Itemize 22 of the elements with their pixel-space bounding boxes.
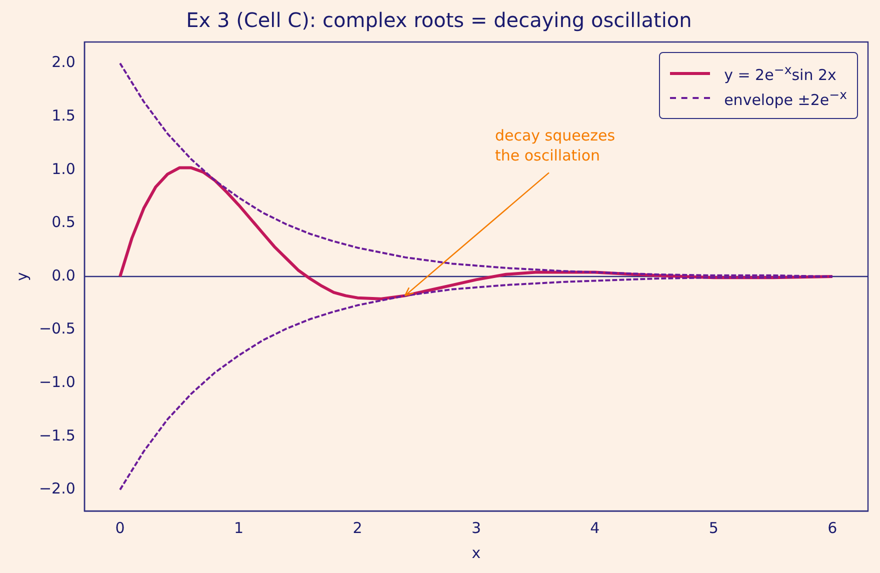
annotation: decay squeezes the oscillation (494, 126, 616, 165)
y-tick-label: 2.0 (52, 53, 76, 72)
x-tick-label: 3 (471, 518, 481, 537)
x-tick-label: 1 (234, 518, 244, 537)
x-tick-label: 6 (828, 518, 838, 537)
x-axis-title: x (472, 544, 481, 562)
y-tick-label: −1.0 (38, 372, 76, 391)
legend-label: envelope ±2e$^{−x}$ (724, 87, 847, 109)
x-tick-label: 2 (352, 518, 362, 537)
x-tick-label: 0 (115, 518, 125, 537)
y-tick-label: −0.5 (38, 320, 76, 338)
x-tick-label: 5 (708, 518, 718, 537)
y-tick-label: 0.5 (52, 213, 76, 232)
y-tick-label: −1.5 (38, 426, 76, 444)
y-tick-label: 1.0 (52, 160, 76, 178)
y-tick-label: 0.0 (52, 266, 76, 284)
y-tick-label: 1.5 (52, 106, 76, 125)
y-tick-label: −2.0 (38, 480, 76, 498)
y-axis-title: y (12, 272, 31, 281)
legend-label: y = 2e$^{−x}$sin 2x (724, 62, 836, 84)
chart-title: Ex 3 (Cell C): complex roots = decaying oscillation (186, 8, 692, 32)
x-tick-label: 4 (590, 518, 600, 537)
